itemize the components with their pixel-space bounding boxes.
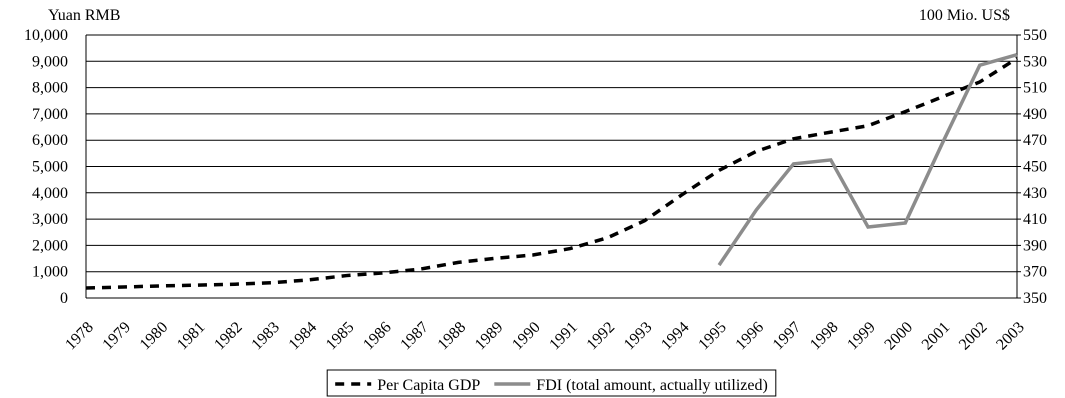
- x-tick-label: 1994: [658, 319, 693, 354]
- y2-tick-label: 550: [1023, 27, 1047, 44]
- x-tick-label: 2003: [993, 319, 1028, 354]
- legend-label: Per Capita GDP: [377, 377, 480, 394]
- y2-tick-label: 530: [1023, 53, 1047, 70]
- y2-tick-label: 350: [1023, 290, 1047, 307]
- x-tick-label: 1985: [323, 319, 358, 354]
- y2-tick-label: 390: [1023, 237, 1047, 254]
- y-tick-label: 4,000: [32, 185, 68, 202]
- series-line: [85, 56, 1018, 290]
- x-tick-label: 1979: [99, 319, 134, 354]
- x-tick-label: 1990: [509, 319, 544, 354]
- x-tick-label: 1997: [770, 319, 805, 354]
- x-tick-label: 1983: [248, 319, 283, 354]
- y2-tick-label: 410: [1023, 211, 1047, 228]
- x-tick-label: 2002: [956, 319, 991, 354]
- y2-axis-title: 100 Mio. US$: [919, 7, 1010, 24]
- legend-label: FDI (total amount, actually utilized): [536, 377, 768, 394]
- x-tick-label: 1998: [807, 319, 842, 354]
- y2-tick-label: 490: [1023, 106, 1047, 123]
- x-tick-label: 1992: [584, 319, 619, 354]
- x-tick-label: 2001: [919, 319, 954, 354]
- x-tick-label: 1995: [695, 319, 730, 354]
- x-tick-label: 1978: [62, 319, 97, 354]
- x-tick-label: 1988: [435, 319, 470, 354]
- x-tick-label: 1986: [360, 319, 395, 354]
- y2-tick-label: 430: [1023, 185, 1047, 202]
- y-tick-label: 3,000: [32, 211, 68, 228]
- y2-tick-label: 450: [1023, 159, 1047, 176]
- x-tick-label: 1987: [397, 319, 432, 354]
- y-tick-label: 5,000: [32, 159, 68, 176]
- x-tick-label: 1982: [211, 319, 246, 354]
- x-tick-label: 1980: [137, 319, 172, 354]
- x-tick-label: 1999: [844, 319, 879, 354]
- x-tick-label: 1996: [733, 319, 768, 354]
- y-tick-label: 9,000: [32, 53, 68, 70]
- x-tick-label: 1981: [174, 319, 209, 354]
- legend-box: [326, 369, 777, 397]
- y-tick-label: 2,000: [32, 237, 68, 254]
- legend: Per Capita GDP FDI (total amount, actuall…: [326, 369, 777, 397]
- y-tick-label: 10,000: [24, 27, 68, 44]
- x-tick-label: 1991: [546, 319, 581, 354]
- y-tick-label: 8,000: [32, 80, 68, 97]
- y-axis-title: Yuan RMB: [48, 7, 120, 24]
- y2-tick-label: 470: [1023, 132, 1047, 149]
- y-tick-label: 1,000: [32, 264, 68, 281]
- y-tick-label: 7,000: [32, 106, 68, 123]
- x-tick-label: 1989: [472, 319, 507, 354]
- x-tick-label: 1993: [621, 319, 656, 354]
- series-line: [717, 53, 1018, 267]
- x-tick-label: 2000: [881, 319, 916, 354]
- y2-tick-label: 370: [1023, 264, 1047, 281]
- y-tick-label: 0: [60, 290, 68, 307]
- x-tick-label: 1984: [286, 319, 321, 354]
- y2-tick-label: 510: [1023, 80, 1047, 97]
- y-tick-label: 6,000: [32, 132, 68, 149]
